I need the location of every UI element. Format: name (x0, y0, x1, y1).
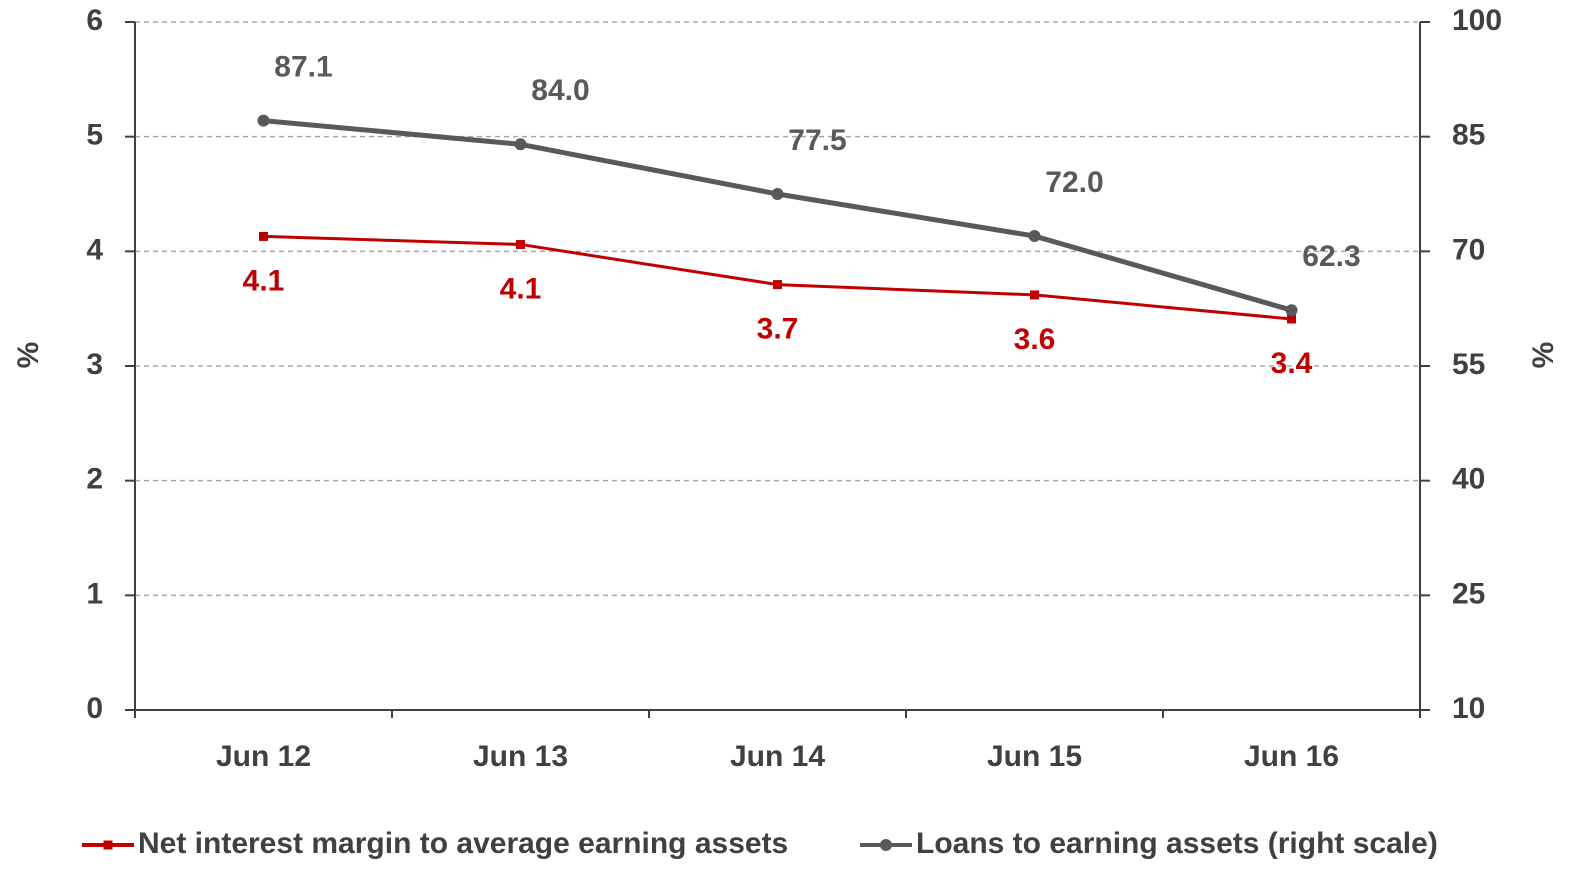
point (771, 188, 784, 200)
x-tick-label: Jun 14 (730, 740, 825, 773)
y-tick-label: 3 (86, 348, 103, 381)
data-label: 77.5 (788, 124, 846, 157)
x-tick-label: Jun 16 (1244, 740, 1339, 773)
point (1285, 304, 1298, 317)
y2-tick-label: 85 (1452, 119, 1485, 152)
y2-axis-label: % (1527, 342, 1560, 369)
point (1287, 314, 1296, 324)
y-tick-label: 5 (86, 119, 103, 152)
legend-label: Loans to earning assets (right scale) (916, 827, 1438, 860)
legend-marker (103, 840, 113, 850)
data-label: 4.1 (243, 264, 285, 297)
data-label: 3.6 (1014, 323, 1056, 356)
y2-tick-label: 25 (1452, 577, 1485, 610)
point (1030, 290, 1039, 300)
data-label: 3.4 (1271, 347, 1313, 380)
y-tick-label: 6 (86, 4, 103, 37)
y2-tick-label: 10 (1452, 692, 1485, 725)
legend-marker (880, 839, 892, 851)
point (514, 138, 527, 151)
point (259, 231, 268, 241)
data-label: 72.0 (1045, 166, 1103, 199)
y-tick-label: 4 (86, 233, 103, 266)
y2-tick-label: 40 (1452, 463, 1485, 496)
y-axis-label: % (12, 342, 45, 369)
data-label: 84.0 (531, 74, 589, 107)
data-label: 62.3 (1302, 240, 1360, 273)
x-tick-label: Jun 13 (473, 740, 568, 773)
y2-tick-label: 100 (1452, 4, 1502, 37)
y2-tick-label: 70 (1452, 233, 1485, 266)
line (263, 234, 1292, 321)
y2-tick-label: 55 (1452, 348, 1485, 381)
legend-label: Net interest margin to average earning a… (138, 827, 788, 860)
data-label: 4.1 (500, 272, 542, 305)
x-tick-label: Jun 12 (216, 740, 311, 773)
y-tick-label: 2 (86, 463, 103, 496)
y-tick-label: 1 (86, 577, 103, 610)
point (257, 114, 270, 127)
data-label: 3.7 (757, 313, 799, 346)
point (516, 239, 525, 249)
y-tick-label: 0 (86, 692, 103, 725)
point (1028, 230, 1041, 243)
data-label: 87.1 (274, 51, 332, 84)
point (773, 280, 782, 290)
x-tick-label: Jun 15 (987, 740, 1082, 773)
